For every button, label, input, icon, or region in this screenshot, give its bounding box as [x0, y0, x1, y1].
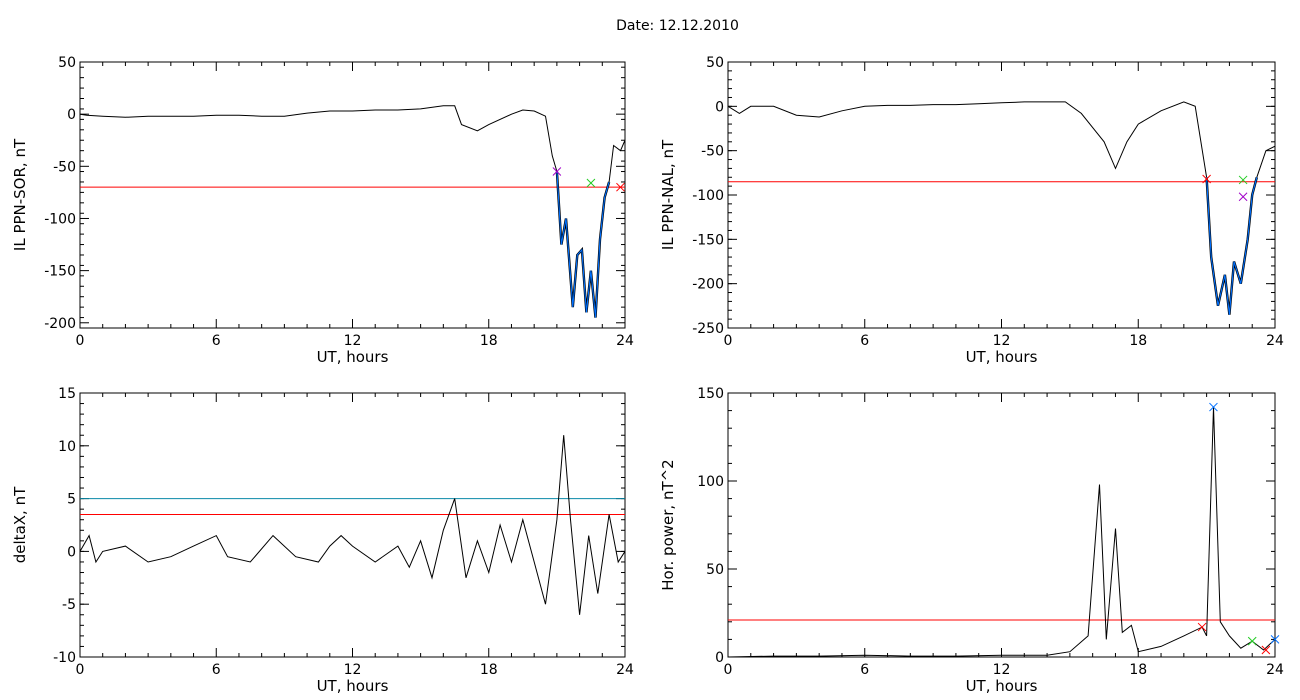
x-tick-label: 24 — [1266, 333, 1284, 349]
y-axis-label: IL PPN-SOR, nT — [11, 138, 29, 251]
y-tick-label: -250 — [692, 321, 724, 337]
x-marker-stroke — [1202, 174, 1211, 184]
y-axis-label: IL PPN-NAL, nT — [659, 139, 677, 250]
data-trace-highlight-blue — [1206, 177, 1258, 315]
x-marker-stroke — [1209, 402, 1218, 412]
x-marker-stroke — [616, 182, 625, 192]
y-tick-label: 0 — [67, 107, 76, 123]
x-marker — [1247, 636, 1257, 646]
x-marker-stroke — [1247, 636, 1257, 646]
y-tick-label: 100 — [697, 474, 724, 490]
x-marker-stroke — [586, 178, 596, 188]
data-trace — [80, 105, 558, 172]
data-trace-tail — [608, 138, 625, 183]
plot-area — [80, 105, 625, 318]
y-tick-label: -100 — [44, 211, 76, 227]
x-marker-stroke — [1238, 192, 1248, 202]
y-tick-label: 5 — [67, 492, 76, 508]
x-axis-label: UT, hours — [317, 348, 389, 366]
y-tick-label: 50 — [58, 55, 76, 71]
y-axis-label: deltaX, nT — [11, 486, 29, 563]
y-tick-label: 150 — [697, 386, 724, 402]
y-tick-label: -10 — [53, 650, 76, 666]
x-tick-label: 18 — [480, 333, 498, 349]
x-tick-label: 0 — [76, 333, 85, 349]
y-tick-label: -100 — [692, 188, 724, 204]
y-tick-label: -50 — [53, 159, 76, 175]
x-tick-label: 18 — [480, 662, 498, 678]
x-tick-label: 6 — [860, 333, 869, 349]
x-tick-label: 24 — [1266, 662, 1284, 678]
data-trace — [728, 407, 1275, 657]
x-tick-label: 12 — [344, 662, 362, 678]
x-marker-stroke — [1238, 175, 1248, 185]
data-trace-tail — [1256, 145, 1275, 178]
y-tick-label: -200 — [692, 277, 724, 293]
data-trace — [80, 435, 625, 615]
y-tick-label: -5 — [62, 597, 76, 613]
plot-area — [728, 101, 1275, 315]
x-tick-label: 6 — [212, 333, 221, 349]
axis-frame — [79, 392, 626, 658]
x-marker-stroke — [1270, 635, 1280, 644]
panel-sor: 0 6 12 18 24 50 0 -50 -100 -150 -200 UT, hours IL PP… — [11, 55, 634, 366]
x-marker-stroke — [1197, 622, 1207, 632]
x-tick-label: 6 — [212, 662, 221, 678]
x-tick-label: 18 — [1129, 333, 1147, 349]
y-tick-label: 50 — [706, 55, 724, 71]
y-tick-label: -150 — [692, 232, 724, 248]
x-marker-stroke — [1261, 645, 1271, 655]
y-tick-label: 0 — [715, 650, 724, 666]
x-marker — [616, 182, 625, 192]
x-marker — [1261, 645, 1271, 655]
x-tick-label: 0 — [724, 333, 733, 349]
plot-area — [80, 435, 625, 615]
x-tick-label: 12 — [993, 333, 1011, 349]
x-marker — [1270, 635, 1280, 644]
x-marker — [1202, 174, 1211, 184]
x-tick-label: 12 — [993, 662, 1011, 678]
page-title: Date: 12.12.2010 — [616, 18, 739, 34]
x-axis-label: UT, hours — [966, 348, 1038, 366]
x-tick-label: 12 — [344, 333, 362, 349]
data-trace-highlight-blue — [556, 171, 610, 318]
plot-area — [728, 407, 1275, 657]
y-tick-label: 0 — [67, 544, 76, 560]
x-marker — [586, 178, 596, 188]
x-tick-label: 24 — [616, 662, 634, 678]
panel-power: 0 6 12 18 24 150 100 50 0 UT, hours Hor. power, nT… — [659, 386, 1284, 695]
x-marker — [552, 167, 562, 176]
axis-frame — [79, 61, 626, 329]
x-tick-label: 24 — [616, 333, 634, 349]
data-trace-highlight — [555, 171, 611, 318]
x-tick-label: 0 — [76, 662, 85, 678]
axis-frame — [727, 392, 1276, 658]
x-tick-label: 0 — [724, 662, 733, 678]
x-axis-label: UT, hours — [317, 677, 389, 695]
x-marker — [1209, 402, 1218, 412]
y-tick-label: 10 — [58, 439, 76, 455]
y-tick-label: -50 — [701, 144, 724, 160]
axis-frame — [727, 61, 1276, 329]
x-axis-label: UT, hours — [966, 677, 1038, 695]
panel-deltax: 0 6 12 18 24 15 10 5 0 -5 -10 UT, hours deltaX, nT — [11, 386, 634, 695]
x-tick-label: 18 — [1129, 662, 1147, 678]
x-marker-stroke — [552, 167, 562, 176]
x-marker — [1238, 175, 1248, 185]
data-trace — [728, 101, 1208, 178]
panel-nal: 0 6 12 18 24 50 0 -50 -100 -150 -200 -250 UT, hours I… — [659, 55, 1284, 366]
y-tick-label: -200 — [44, 316, 76, 332]
y-tick-label: -150 — [44, 264, 76, 280]
x-tick-label: 6 — [860, 662, 869, 678]
y-axis-label: Hor. power, nT^2 — [659, 459, 677, 590]
x-marker — [1238, 192, 1248, 202]
y-tick-label: 15 — [58, 386, 76, 402]
y-tick-label: 0 — [715, 99, 724, 115]
y-tick-label: 50 — [706, 562, 724, 578]
x-marker — [1197, 622, 1207, 632]
